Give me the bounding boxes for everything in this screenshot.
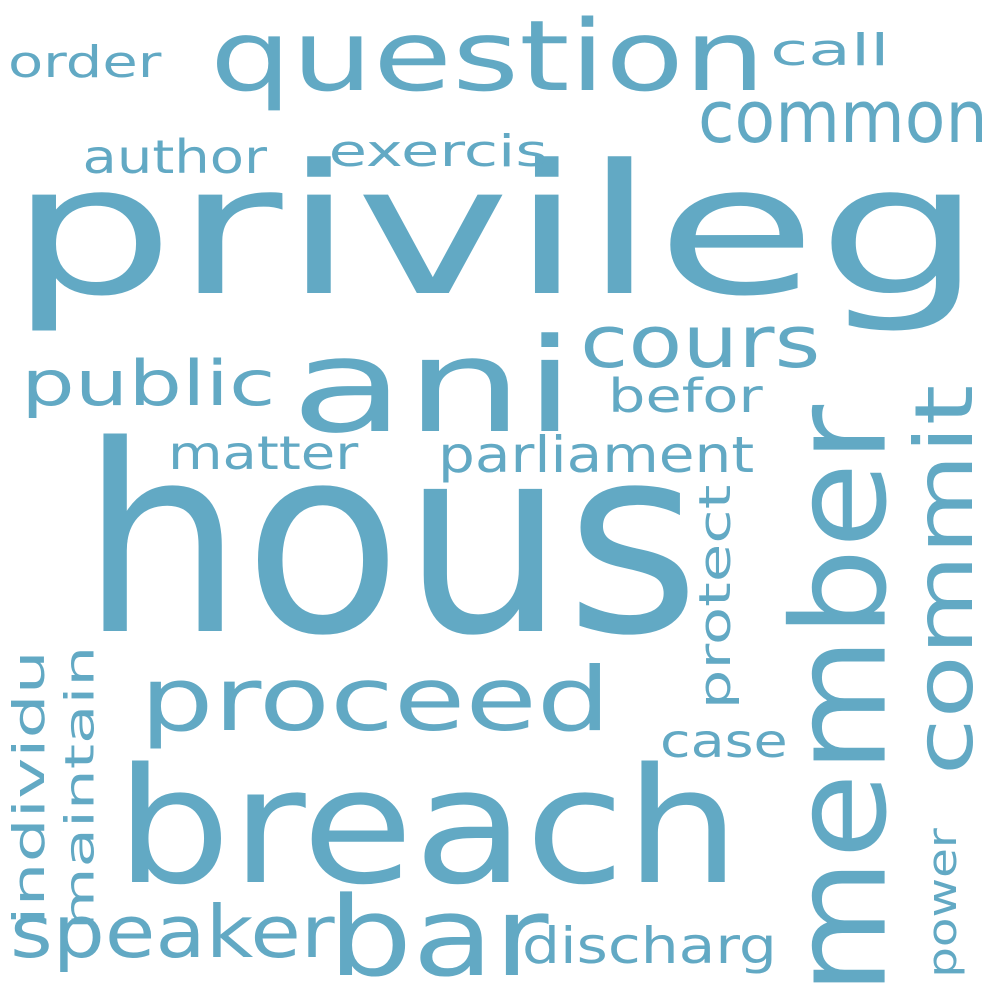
word-hous: hous — [80, 391, 701, 693]
word-matter: matter — [167, 426, 359, 480]
word-parliament: parliament — [437, 426, 755, 484]
word-proceed: proceed — [139, 648, 611, 751]
word-common: common — [697, 75, 988, 159]
word-breach: breach — [115, 733, 741, 920]
word-ani: ani — [290, 310, 576, 462]
word-protect: protect — [689, 484, 741, 710]
word-discharg: discharg — [521, 917, 777, 975]
word-cours: cours — [579, 300, 821, 384]
word-author: author — [82, 130, 268, 184]
word-case: case — [660, 714, 788, 768]
word-question: question — [209, 0, 765, 114]
word-public: public — [20, 347, 275, 420]
word-order: order — [7, 37, 161, 88]
word-power: power — [919, 828, 966, 978]
word-commit: commit — [898, 384, 992, 776]
word-bar: bar — [327, 873, 549, 1000]
word-call: call — [770, 25, 890, 76]
word-exercis: exercis — [328, 126, 548, 177]
word-maintain: maintain — [56, 645, 103, 931]
word-individu: individu — [4, 650, 56, 926]
word-speaker: speaker — [9, 890, 335, 974]
word-befor: befor — [607, 369, 763, 423]
word-member: member — [763, 404, 916, 996]
word-privileg: privileg — [8, 127, 984, 336]
